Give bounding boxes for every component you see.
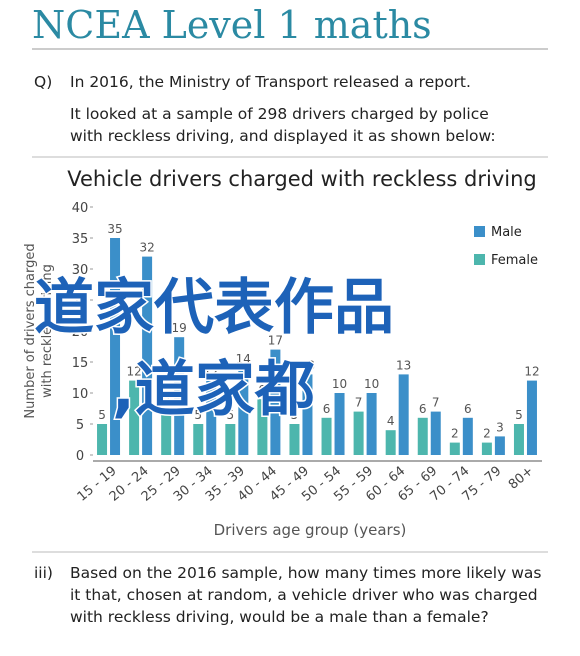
bar	[398, 374, 409, 455]
value-label: 2	[451, 427, 459, 441]
value-label: 32	[139, 241, 154, 255]
bar	[238, 368, 249, 455]
bar	[302, 374, 313, 455]
bar	[257, 399, 268, 455]
part-label: iii)	[34, 564, 53, 582]
bar	[366, 393, 377, 455]
y-tick-label: 20	[72, 325, 89, 340]
value-label: 12	[126, 365, 141, 379]
bar	[193, 424, 204, 455]
value-label: 7	[355, 396, 363, 410]
value-label: 12	[204, 365, 219, 379]
value-label: 7	[432, 396, 440, 410]
value-label: 5	[98, 408, 106, 422]
question-label: Q)	[34, 73, 52, 91]
legend-label: Male	[491, 225, 522, 240]
bar	[462, 417, 473, 455]
value-label: 6	[419, 402, 427, 416]
value-label: 3	[496, 420, 504, 434]
bar	[174, 337, 185, 455]
question-text: In 2016, the Ministry of Transport relea…	[70, 73, 471, 91]
bar	[270, 349, 281, 455]
y-tick-label: 15	[72, 356, 89, 371]
part-text: Based on the 2016 sample, how many times…	[70, 564, 541, 582]
question-text: It looked at a sample of 298 drivers cha…	[70, 105, 489, 123]
value-label: 10	[332, 377, 347, 391]
bar	[494, 436, 505, 455]
bar	[142, 256, 153, 455]
x-tick-label: 80+	[506, 464, 537, 493]
y-axis-label: with reckless driving	[40, 264, 55, 398]
y-axis-label: Number of drivers charged	[23, 243, 38, 418]
value-label: 35	[107, 222, 122, 236]
y-tick-label: 5	[76, 418, 84, 433]
bar	[161, 405, 172, 455]
value-label: 5	[515, 408, 523, 422]
bar	[334, 393, 345, 455]
chart-title: Vehicle drivers charged with reckless dr…	[67, 167, 536, 191]
value-label: 12	[524, 365, 539, 379]
bar	[449, 442, 460, 455]
value-label: 13	[396, 358, 411, 372]
y-tick-label: 30	[72, 263, 89, 278]
bar	[417, 417, 428, 455]
y-tick-label: 0	[76, 449, 84, 464]
y-tick-label: 25	[72, 294, 89, 309]
value-label: 6	[464, 402, 472, 416]
bar	[206, 380, 217, 455]
bar	[129, 380, 140, 455]
value-label: 13	[300, 358, 315, 372]
legend-label: Female	[491, 253, 538, 268]
legend-swatch	[474, 226, 485, 237]
bar	[481, 442, 492, 455]
value-label: 5	[194, 408, 202, 422]
bar	[526, 380, 537, 455]
value-label: 6	[323, 402, 331, 416]
x-axis-label: Drivers age group (years)	[214, 521, 407, 539]
bar	[430, 411, 441, 455]
value-label: 2	[483, 427, 491, 441]
bar	[513, 424, 524, 455]
y-tick-label: 10	[72, 387, 89, 402]
legend-swatch	[474, 254, 485, 265]
header-title: NCEA Level 1 maths	[32, 3, 432, 47]
part-text: it that, chosen at random, a vehicle dri…	[70, 586, 538, 604]
overlay-text: 道家代表作品	[34, 273, 394, 343]
value-label: 17	[268, 334, 283, 348]
value-label: 10	[364, 377, 379, 391]
value-label: 5	[227, 408, 235, 422]
value-label: 19	[172, 321, 187, 335]
bar	[97, 424, 108, 455]
bar	[353, 411, 364, 455]
question-text: with reckless driving, and displayed it …	[70, 127, 496, 145]
y-tick-label: 35	[72, 232, 89, 247]
overlay-text: ,道家都	[112, 355, 315, 425]
value-label: 9	[259, 383, 267, 397]
bar	[110, 238, 121, 455]
y-tick-label: 40	[72, 201, 89, 216]
part-text: with reckless driving, would be a male t…	[70, 608, 489, 626]
value-label: 14	[236, 352, 251, 366]
bar	[385, 430, 396, 455]
bar	[225, 424, 236, 455]
value-label: 4	[387, 414, 395, 428]
bar	[289, 424, 300, 455]
value-label: 5	[291, 408, 299, 422]
value-label: 8	[162, 389, 170, 403]
bar	[321, 417, 332, 455]
